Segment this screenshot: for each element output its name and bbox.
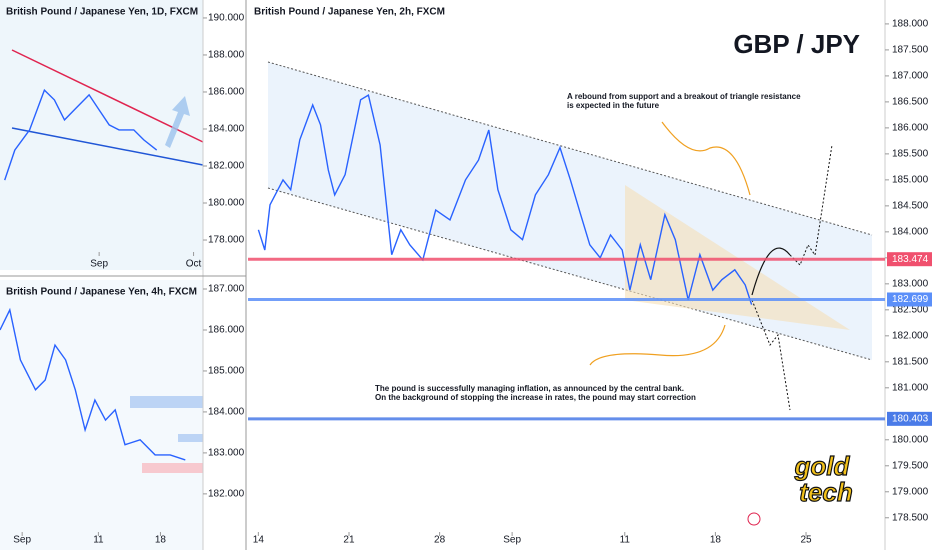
level-tag — [887, 292, 932, 307]
panel-bg — [0, 280, 203, 550]
y-tick-label: 183.000 — [892, 278, 929, 289]
x-tick-label: 11 — [93, 535, 104, 546]
y-tick-label: 181.500 — [892, 356, 929, 367]
y-tick-label: 178.000 — [208, 235, 245, 246]
y-tick-label: 188.000 — [208, 50, 245, 61]
annotation: is expected in the future — [567, 101, 660, 110]
x-tick-label: Sep — [503, 535, 521, 546]
y-tick-label: 184.000 — [208, 407, 245, 418]
channel-bottom — [267, 187, 873, 361]
brand: gold — [794, 451, 851, 481]
panel-title: British Pound / Japanese Yen, 1D, FXCM — [6, 7, 198, 18]
level-tag — [887, 411, 932, 426]
annotation: On the background of stopping the increa… — [375, 393, 696, 402]
y-tick-label: 184.000 — [892, 226, 929, 237]
zone — [178, 434, 203, 442]
x-tick-label: Sep — [13, 535, 31, 546]
x-tick-label: 18 — [710, 535, 722, 546]
y-tick-label: 186.000 — [208, 325, 245, 336]
y-tick-label: 190.000 — [208, 13, 245, 24]
x-tick-label: 28 — [434, 535, 446, 546]
level-label: 182.699 — [892, 294, 929, 305]
heading: GBP / JPY — [733, 29, 860, 59]
x-tick-label: 11 — [620, 535, 631, 546]
y-tick-label: 185.000 — [892, 175, 929, 186]
zone — [130, 396, 203, 408]
y-tick-label: 180.000 — [892, 434, 929, 445]
arrow — [165, 96, 190, 148]
price-line — [257, 94, 753, 305]
y-tick-label: 187.000 — [892, 71, 929, 82]
x-tick-label: 18 — [155, 535, 167, 546]
level-tag — [887, 252, 932, 267]
y-tick-label: 188.000 — [892, 19, 929, 30]
curve-arrow — [589, 324, 726, 366]
y-tick-label: 182.000 — [208, 489, 245, 500]
x-tick-label: 14 — [253, 535, 265, 546]
triangle — [625, 185, 850, 330]
y-tick-label: 185.500 — [892, 149, 929, 160]
level-label: 180.403 — [892, 413, 929, 424]
brand: tech — [799, 477, 852, 507]
annotation: A rebound from support and a breakout of… — [567, 92, 801, 101]
path-arrow — [751, 247, 791, 296]
y-tick-label: 179.000 — [892, 486, 929, 497]
y-tick-label: 183.000 — [208, 448, 245, 459]
y-tick-label: 182.000 — [208, 161, 245, 172]
annotation: The pound is successfully managing infla… — [375, 384, 684, 393]
y-tick-label: 184.000 — [208, 124, 245, 135]
path-arrow — [789, 144, 833, 266]
x-tick-label: Oct — [186, 259, 202, 270]
y-tick-label: 178.500 — [892, 512, 929, 523]
y-tick-label: 180.000 — [208, 198, 245, 209]
y-tick-label: 182.500 — [892, 304, 929, 315]
y-tick-label: 184.500 — [892, 201, 929, 212]
x-tick-label: 25 — [800, 535, 812, 546]
channel-top — [267, 61, 873, 236]
y-tick-label: 179.500 — [892, 460, 929, 471]
x-tick-label: Sep — [90, 259, 108, 270]
resistance-line — [11, 49, 204, 143]
support-line — [11, 127, 204, 166]
y-tick-label: 187.000 — [208, 284, 245, 295]
y-tick-label: 186.500 — [892, 97, 929, 108]
panel-title: British Pound / Japanese Yen, 2h, FXCM — [254, 7, 445, 18]
y-tick-label: 186.000 — [892, 123, 929, 134]
y-tick-label: 182.000 — [892, 330, 929, 341]
y-tick-label: 186.000 — [208, 87, 245, 98]
price-line — [4, 88, 158, 181]
icon[interactable] — [747, 512, 761, 526]
y-tick-label: 181.000 — [892, 382, 929, 393]
zone — [142, 463, 203, 473]
x-tick-label: 21 — [343, 535, 355, 546]
y-tick-label: 185.000 — [208, 366, 245, 377]
curve-arrow — [661, 121, 751, 196]
path-arrow — [751, 299, 791, 411]
y-tick-label: 187.500 — [892, 45, 929, 56]
level-label: 183.474 — [892, 254, 929, 265]
panel-title: British Pound / Japanese Yen, 4h, FXCM — [6, 287, 197, 298]
price-line — [0, 307, 186, 461]
